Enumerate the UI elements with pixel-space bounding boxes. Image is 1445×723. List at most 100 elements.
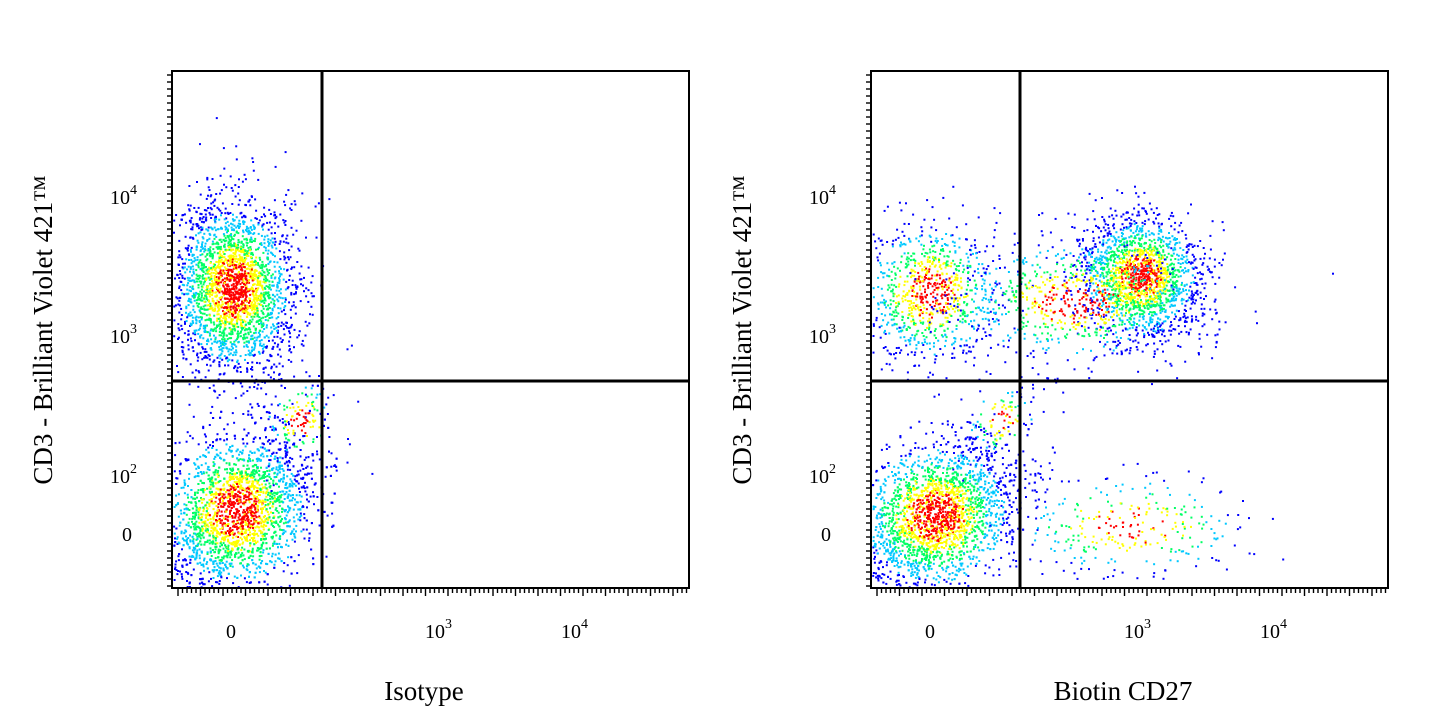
event-dot — [213, 204, 216, 207]
event-dot — [266, 470, 269, 472]
event-dot — [193, 281, 196, 284]
event-dot — [260, 466, 262, 469]
event-dot — [279, 456, 282, 459]
event-dot — [219, 357, 222, 360]
event-dot — [303, 537, 306, 540]
event-dot — [223, 428, 226, 431]
event-dot — [234, 252, 237, 255]
event-dot — [300, 486, 303, 489]
event-dot — [255, 480, 258, 483]
event-dot — [215, 276, 218, 278]
event-dot — [241, 449, 244, 452]
event-dot — [249, 554, 252, 557]
event-dot — [288, 525, 291, 528]
event-dot — [286, 468, 289, 471]
event-dot — [276, 416, 279, 419]
event-dot — [215, 242, 218, 245]
event-dot — [257, 319, 260, 322]
event-dot — [223, 497, 225, 500]
event-dot — [267, 491, 270, 494]
event-dot — [203, 281, 206, 284]
event-dot — [203, 543, 206, 546]
event-dot — [231, 318, 234, 321]
event-dot — [262, 528, 265, 531]
event-dot — [252, 538, 254, 541]
event-dot — [272, 482, 275, 485]
event-dot — [197, 542, 200, 545]
event-dot — [211, 291, 214, 294]
event-dot — [335, 469, 338, 472]
event-dot — [264, 246, 267, 249]
event-dot — [184, 262, 186, 265]
event-dot — [240, 330, 242, 333]
event-dot — [201, 217, 204, 220]
event-dot — [200, 578, 203, 581]
event-dot — [177, 338, 179, 340]
event-dot — [224, 320, 227, 323]
event-dot — [224, 316, 226, 319]
event-dot — [239, 223, 242, 225]
event-dot — [256, 280, 259, 283]
event-dot — [256, 298, 258, 300]
event-dot — [252, 480, 255, 483]
event-dot — [257, 534, 260, 537]
event-dot — [239, 292, 242, 294]
event-dot — [267, 292, 270, 295]
event-dot — [229, 473, 232, 476]
event-dot — [274, 217, 277, 220]
event-dot — [234, 316, 237, 319]
event-dot — [272, 253, 275, 256]
event-dot — [190, 314, 193, 317]
event-dot — [282, 477, 285, 480]
event-dot — [237, 502, 240, 505]
event-dot — [242, 475, 245, 478]
event-dot — [242, 500, 245, 503]
event-dot — [232, 267, 235, 270]
event-dot — [218, 291, 221, 294]
event-dot — [240, 305, 243, 308]
event-dot — [279, 337, 282, 340]
event-dot — [245, 479, 248, 482]
event-dot — [259, 344, 261, 347]
event-dot — [206, 501, 209, 504]
event-dot — [199, 249, 202, 252]
event-dot — [194, 522, 196, 525]
event-dot — [242, 264, 245, 267]
event-dot — [253, 332, 256, 335]
event-dot — [190, 250, 192, 253]
event-dot — [229, 254, 232, 257]
event-dot — [211, 485, 214, 488]
event-dot — [230, 553, 233, 556]
event-dot — [236, 476, 239, 479]
event-dot — [199, 311, 202, 314]
event-dot — [206, 176, 209, 179]
event-dot — [198, 509, 201, 512]
event-dot — [222, 334, 225, 337]
event-dot — [188, 289, 191, 292]
event-dot — [237, 244, 239, 246]
event-dot — [239, 485, 242, 488]
event-dot — [308, 539, 310, 542]
event-dot — [228, 505, 231, 508]
event-dot — [280, 321, 283, 324]
event-dot — [273, 265, 276, 268]
event-dot — [288, 520, 291, 523]
event-dot — [259, 267, 262, 269]
event-dot — [199, 324, 202, 327]
event-dot — [195, 319, 198, 322]
event-dot — [243, 558, 246, 561]
event-dot — [261, 265, 264, 268]
event-dot — [187, 304, 190, 307]
event-dot — [284, 486, 287, 489]
event-dot — [276, 293, 279, 296]
event-dot — [273, 211, 276, 214]
event-dot — [260, 387, 263, 390]
event-dot — [216, 247, 219, 250]
event-dot — [205, 197, 208, 200]
event-dot — [269, 239, 272, 242]
event-dot — [259, 319, 261, 321]
event-dot — [282, 490, 285, 493]
event-dot — [243, 326, 246, 329]
event-dot — [237, 299, 240, 302]
event-dot — [262, 551, 265, 554]
